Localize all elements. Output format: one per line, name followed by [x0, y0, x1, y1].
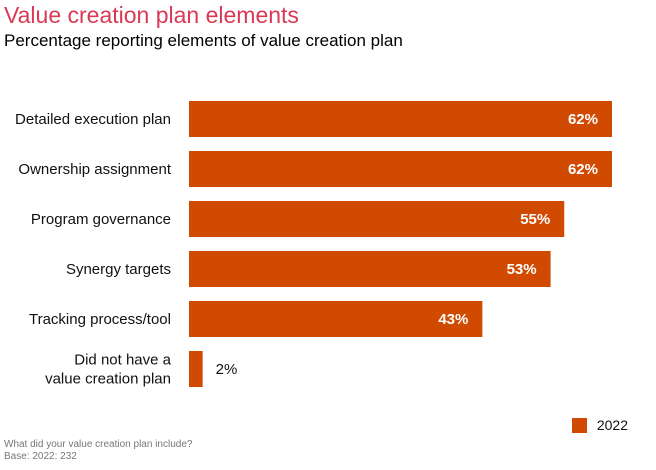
category-label: Program governance	[31, 211, 171, 228]
category-label: Ownership assignment	[18, 161, 171, 178]
bar	[189, 151, 612, 187]
legend: 2022	[571, 417, 628, 433]
footnote: What did your value creation plan includ…	[4, 439, 192, 463]
chart-title: Value creation plan elements	[4, 2, 299, 28]
category-label: Did not have a value creation plan	[45, 352, 172, 388]
category-label-line: Ownership assignment	[18, 161, 171, 178]
category-label: Tracking process/tool	[29, 311, 171, 328]
category-label-line: Did not have a	[74, 352, 171, 369]
data-label: 2%	[216, 361, 238, 378]
bar-chart: Detailed execution plan 62% Ownership assi…	[15, 101, 612, 388]
bar	[189, 251, 551, 287]
bar	[189, 101, 612, 137]
bar	[189, 351, 203, 387]
bar	[189, 201, 565, 237]
data-label: 62%	[568, 111, 598, 128]
legend-label: 2022	[596, 417, 628, 433]
category-label-line: Synergy targets	[66, 261, 171, 278]
category-label-line: Program governance	[31, 211, 171, 228]
data-label: 55%	[520, 211, 550, 228]
data-label: 53%	[507, 261, 537, 278]
data-label: 43%	[438, 311, 468, 328]
footnote-question: What did your value creation plan includ…	[4, 439, 193, 450]
category-label-line: value creation plan	[45, 371, 171, 388]
category-label: Detailed execution plan	[15, 111, 171, 128]
chart-subtitle: Percentage reporting elements of value c…	[4, 31, 403, 50]
category-label-line: Detailed execution plan	[15, 111, 171, 128]
bar	[189, 301, 483, 337]
category-label: Synergy targets	[66, 261, 171, 278]
data-label: 62%	[568, 161, 598, 178]
category-label-line: Tracking process/tool	[29, 311, 171, 328]
footnote-base: Base: 2022: 232	[4, 451, 77, 462]
legend-swatch	[571, 417, 587, 433]
